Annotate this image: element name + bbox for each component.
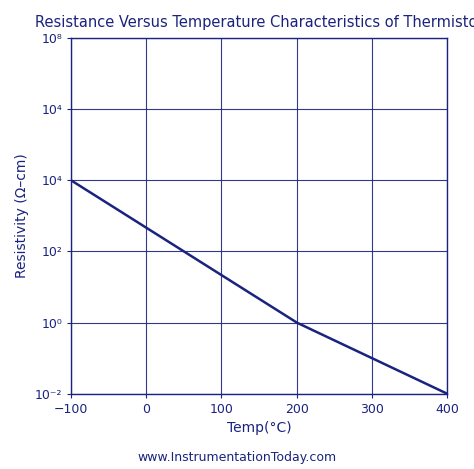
Text: www.InstrumentationToday.com: www.InstrumentationToday.com bbox=[137, 451, 337, 464]
Title: Resistance Versus Temperature Characteristics of Thermistor: Resistance Versus Temperature Characteri… bbox=[35, 15, 474, 30]
Y-axis label: Resistivity (Ω–cm): Resistivity (Ω–cm) bbox=[15, 153, 29, 278]
X-axis label: Temp(°C): Temp(°C) bbox=[227, 421, 292, 435]
